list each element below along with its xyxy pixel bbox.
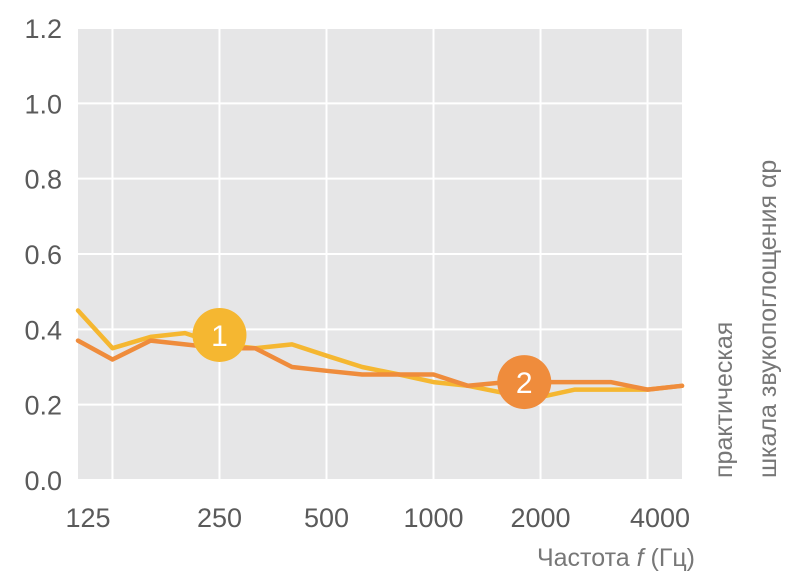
y-axis-label-line1: практическая	[710, 322, 738, 478]
series-marker-2	[497, 355, 552, 410]
series-lines	[75, 308, 685, 400]
series-markers: 12	[192, 307, 552, 410]
y-tick-label: 0.8	[24, 165, 62, 195]
y-tick-label: 0.6	[24, 240, 62, 270]
y-tick-label: 1.0	[24, 89, 62, 119]
y-tick-label: 0.4	[24, 315, 62, 345]
series-line-2	[75, 338, 685, 392]
x-tick-labels: 125 250 500 1000 2000 4000	[65, 503, 690, 533]
x-tick-label: 250	[197, 503, 242, 533]
x-tick-label: 2000	[510, 503, 570, 533]
y-axis-label-line2: шкала звукопоглощения αp	[754, 160, 782, 478]
y-tick-label: 0.2	[24, 391, 62, 421]
x-tick-label: 500	[304, 503, 349, 533]
y-tick-label: 1.2	[24, 14, 62, 44]
series-marker-1	[192, 307, 247, 362]
grid-lines	[78, 27, 682, 481]
y-tick-label: 0.0	[24, 466, 62, 496]
series-line-1	[75, 308, 685, 400]
x-axis-label: Частота f (Гц)	[537, 544, 695, 572]
y-tick-labels: 0.0 0.2 0.4 0.6 0.8 1.0 1.2	[24, 14, 62, 496]
x-tick-label: 125	[65, 503, 110, 533]
x-tick-label: 4000	[630, 503, 690, 533]
series-marker-label: 2	[516, 367, 533, 400]
series-marker-label: 1	[211, 320, 228, 353]
x-tick-label: 1000	[403, 503, 463, 533]
